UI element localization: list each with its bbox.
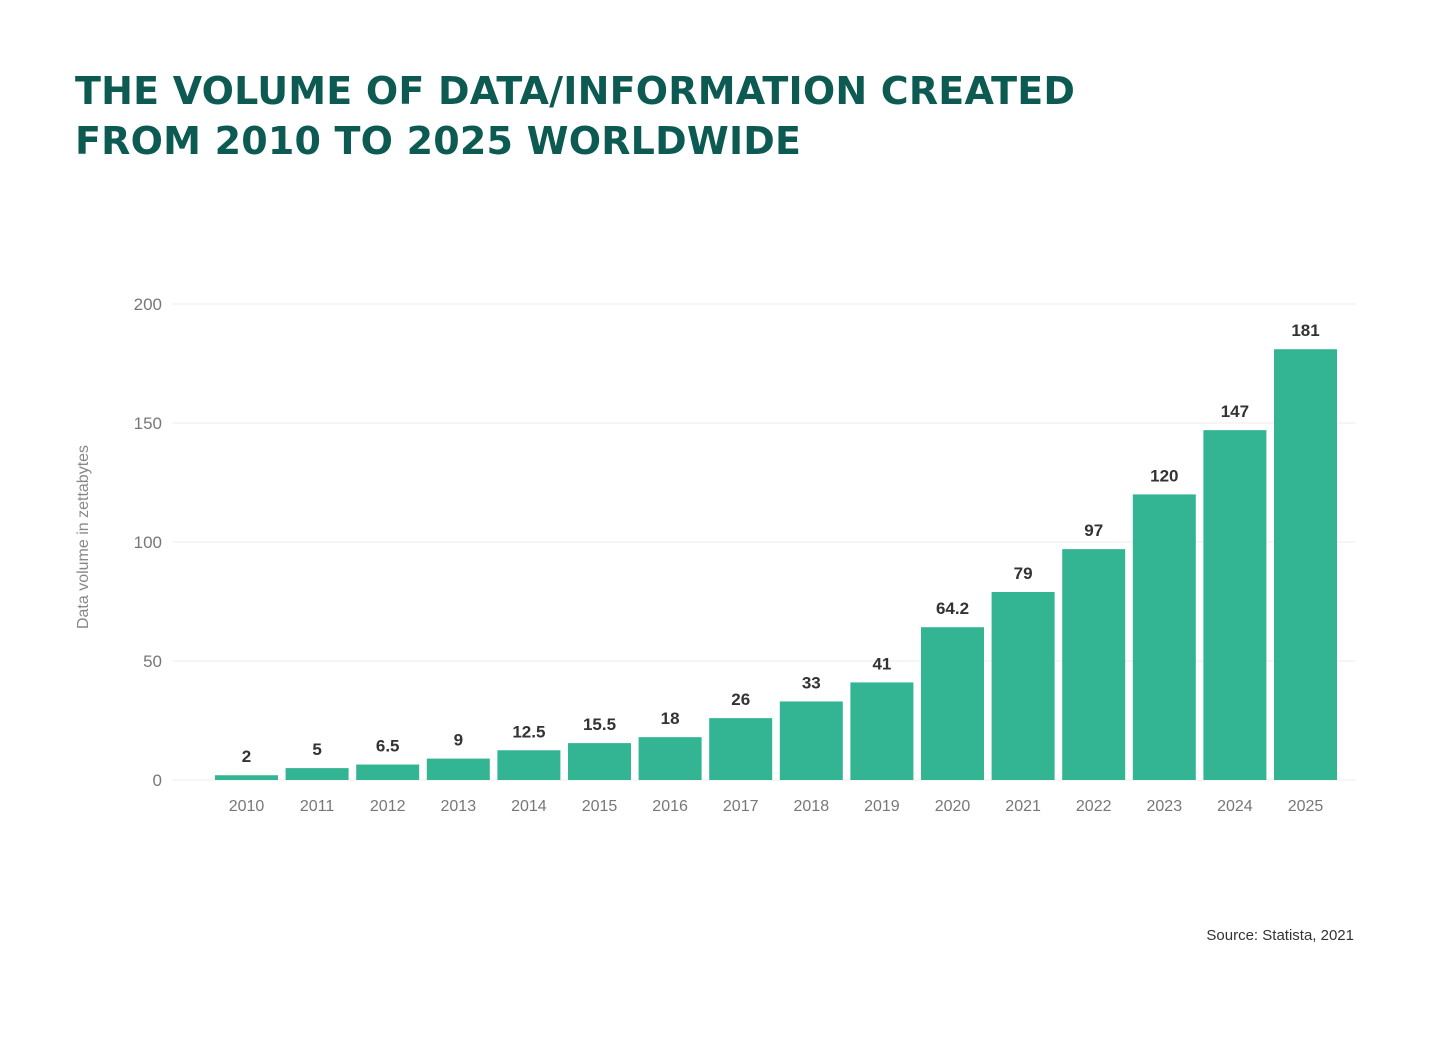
x-tick-label-2019: 2019 xyxy=(864,798,900,815)
value-label-2020: 64.2 xyxy=(936,599,969,618)
value-label-2021: 79 xyxy=(1014,564,1033,583)
bar-2017 xyxy=(709,718,773,780)
x-tick-label-2012: 2012 xyxy=(370,798,406,815)
bars xyxy=(215,349,1337,780)
x-axis-ticks: 2010 2011 2012 2013 2014 2015 2016 2017 2018 2019… xyxy=(229,798,1324,815)
y-tick-label: 0 xyxy=(153,771,162,790)
value-label-2016: 18 xyxy=(661,709,680,728)
x-tick-label-2024: 2024 xyxy=(1217,798,1253,815)
chart-title: THE VOLUME OF DATA/INFORMATION CREATED F… xyxy=(75,66,1075,166)
x-tick-label-2018: 2018 xyxy=(794,798,830,815)
x-tick-label-2017: 2017 xyxy=(723,798,759,815)
value-label-2015: 15.5 xyxy=(583,715,616,734)
value-label-2014: 12.5 xyxy=(512,722,545,741)
bar-2022 xyxy=(1062,549,1126,780)
y-tick-label: 200 xyxy=(134,295,162,314)
x-tick-label-2010: 2010 xyxy=(229,798,265,815)
y-tick-label: 100 xyxy=(134,533,162,552)
bar-2021 xyxy=(991,591,1055,780)
value-label-2022: 97 xyxy=(1084,521,1103,540)
bar-2019 xyxy=(850,682,914,780)
bar-2014 xyxy=(497,750,561,780)
bar-2015 xyxy=(568,743,631,780)
bar-2016 xyxy=(638,737,702,780)
y-tick-label: 150 xyxy=(134,414,162,433)
value-label-2018: 33 xyxy=(802,673,821,692)
value-label-2012: 6.5 xyxy=(376,737,400,756)
x-tick-label-2011: 2011 xyxy=(300,798,335,815)
x-tick-label-2014: 2014 xyxy=(511,798,547,815)
bar-2011 xyxy=(285,768,349,780)
value-label-2023: 120 xyxy=(1150,466,1178,485)
x-tick-label-2021: 2021 xyxy=(1005,798,1041,815)
bar-2018 xyxy=(779,701,843,780)
chart-title-line-1: THE VOLUME OF DATA/INFORMATION CREATED xyxy=(75,69,1076,113)
bar-2020 xyxy=(921,627,984,780)
bar-2023 xyxy=(1132,494,1196,780)
x-tick-label-2023: 2023 xyxy=(1147,798,1183,815)
x-tick-label-2016: 2016 xyxy=(652,798,688,815)
value-label-2025: 181 xyxy=(1291,321,1319,340)
y-tick-label: 50 xyxy=(143,652,162,671)
x-tick-label-2025: 2025 xyxy=(1288,798,1324,815)
data-labels: 2 5 6.5 9 12.5 15.5 18 26 33 41 64.2 79 97 120 147 181 xyxy=(242,321,1320,766)
value-label-2024: 147 xyxy=(1221,402,1249,421)
x-tick-label-2022: 2022 xyxy=(1076,798,1112,815)
value-label-2017: 26 xyxy=(731,690,750,709)
value-label-2013: 9 xyxy=(454,731,463,750)
bar-2025 xyxy=(1274,349,1337,780)
x-tick-label-2020: 2020 xyxy=(935,798,971,815)
y-axis-ticks: 0 50 100 150 200 xyxy=(134,295,162,790)
value-label-2011: 5 xyxy=(312,740,321,759)
value-label-2019: 41 xyxy=(872,654,891,673)
chart-title-line-2: FROM 2010 TO 2025 WORLDWIDE xyxy=(75,119,802,163)
bar-2012 xyxy=(356,764,420,780)
value-label-2010: 2 xyxy=(242,747,251,766)
bar-2024 xyxy=(1203,430,1267,780)
bar-2010 xyxy=(215,775,278,780)
bar-2013 xyxy=(426,758,490,780)
source-note: Source: Statista, 2021 xyxy=(1206,927,1354,944)
y-axis-label: Data volume in zettabytes xyxy=(75,445,92,629)
x-tick-label-2013: 2013 xyxy=(441,798,477,815)
x-tick-label-2015: 2015 xyxy=(582,798,618,815)
